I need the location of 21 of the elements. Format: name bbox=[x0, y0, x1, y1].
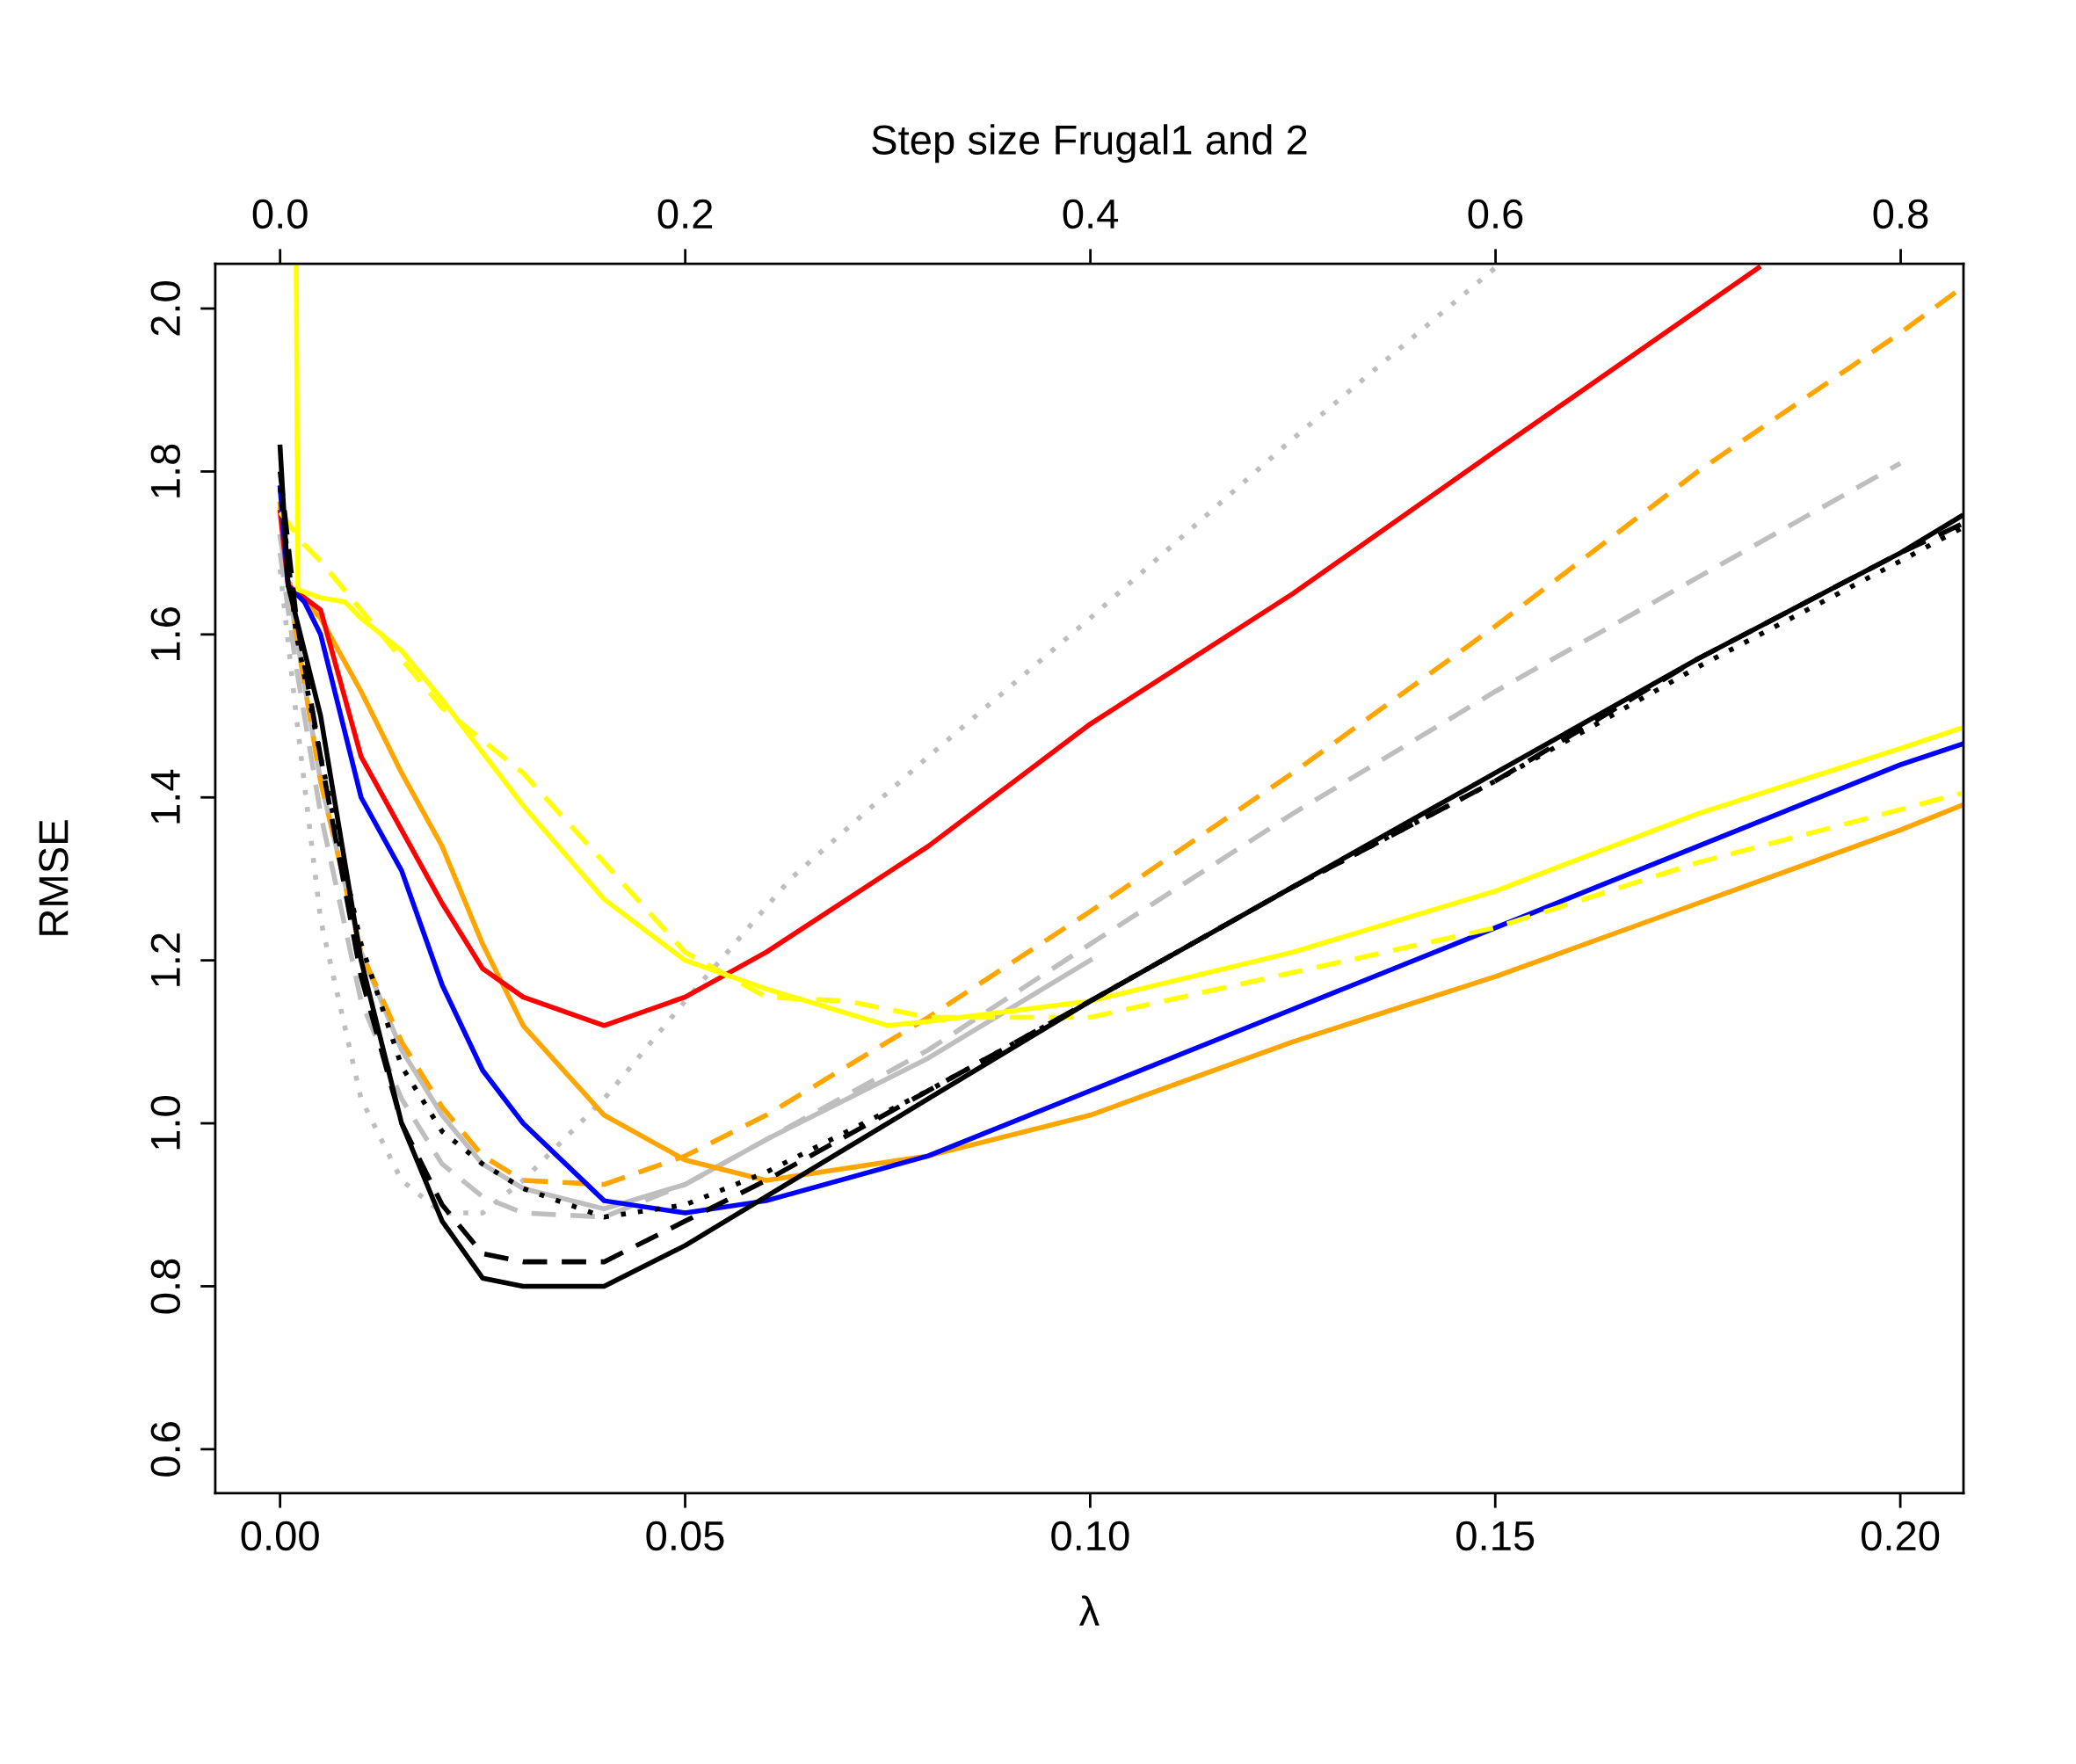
y-tick-label: 1.2 bbox=[150, 933, 180, 986]
y-tick-label: 1.4 bbox=[151, 769, 180, 824]
x2-axis-title: Step size Frugal1 and 2 bbox=[872, 124, 1307, 163]
y-tick-label: 0.6 bbox=[150, 1422, 181, 1477]
x-axis-title: λ bbox=[1078, 1595, 1100, 1626]
x-tick-label: 0.15 bbox=[1456, 1521, 1535, 1551]
y-tick-label: 1.8 bbox=[150, 444, 181, 497]
y-tick-label: 1.0 bbox=[150, 1096, 181, 1150]
x-tick-label: 0.20 bbox=[1861, 1521, 1940, 1551]
y-axis-title: RMSE bbox=[39, 820, 69, 935]
y-tick-label: 1.6 bbox=[150, 607, 181, 661]
x-tick-label: 0.00 bbox=[241, 1521, 319, 1551]
x-tick-label: 0.10 bbox=[1051, 1521, 1129, 1551]
x2-tick-label: 0.4 bbox=[1063, 199, 1119, 229]
x2-tick-label: 0.0 bbox=[252, 199, 308, 229]
y-tick-label: 0.8 bbox=[150, 1259, 181, 1314]
y-tick-label: 2.0 bbox=[150, 281, 181, 336]
x2-tick-label: 0.2 bbox=[657, 199, 713, 229]
x-tick-label: 0.05 bbox=[646, 1521, 724, 1551]
x2-tick-label: 0.6 bbox=[1468, 199, 1523, 229]
x2-tick-label: 0.8 bbox=[1873, 199, 1928, 229]
